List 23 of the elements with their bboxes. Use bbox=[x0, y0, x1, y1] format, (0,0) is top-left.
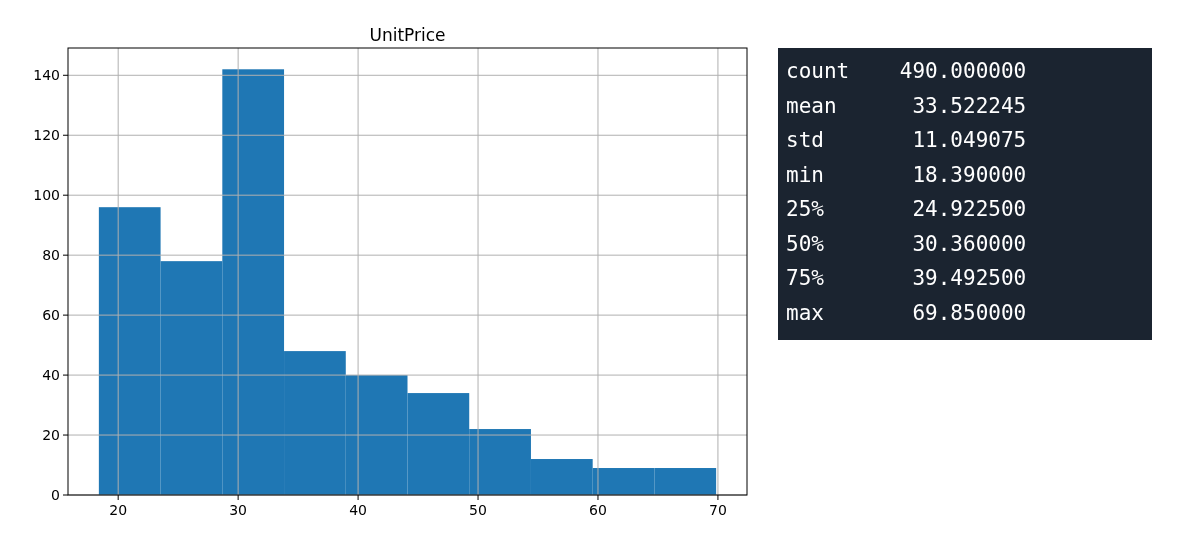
y-tick-label: 100 bbox=[33, 187, 60, 204]
y-tick-label: 40 bbox=[42, 367, 60, 384]
text: mean 33.522245 bbox=[786, 93, 1027, 118]
text: 25% 24.922500 bbox=[786, 197, 1027, 221]
text: 50% 30.360000 bbox=[786, 231, 1027, 256]
text: max 69.850000 bbox=[786, 300, 1027, 325]
chart-title: UnitPrice bbox=[369, 25, 446, 45]
y-tick-label: 0 bbox=[51, 487, 60, 503]
y-tick-label: 140 bbox=[33, 67, 60, 84]
x-tick-label: 40 bbox=[349, 502, 367, 518]
x-tick-label: 50 bbox=[469, 502, 487, 518]
y-tick-label: 80 bbox=[42, 247, 60, 264]
y-tick-label: 20 bbox=[42, 427, 60, 444]
y-tick-label: 120 bbox=[33, 127, 60, 144]
text: 75% 39.492500 bbox=[786, 266, 1027, 290]
x-tick-label: 70 bbox=[709, 502, 727, 518]
y-tick-label: 60 bbox=[42, 307, 60, 324]
text: count 490.000000 bbox=[786, 59, 1027, 83]
text: min 18.390000 bbox=[786, 162, 1027, 187]
x-tick-label: 60 bbox=[589, 502, 607, 518]
x-tick-label: 20 bbox=[109, 502, 128, 518]
x-tick-label: 30 bbox=[229, 502, 248, 518]
text: std 11.049075 bbox=[786, 128, 1027, 152]
